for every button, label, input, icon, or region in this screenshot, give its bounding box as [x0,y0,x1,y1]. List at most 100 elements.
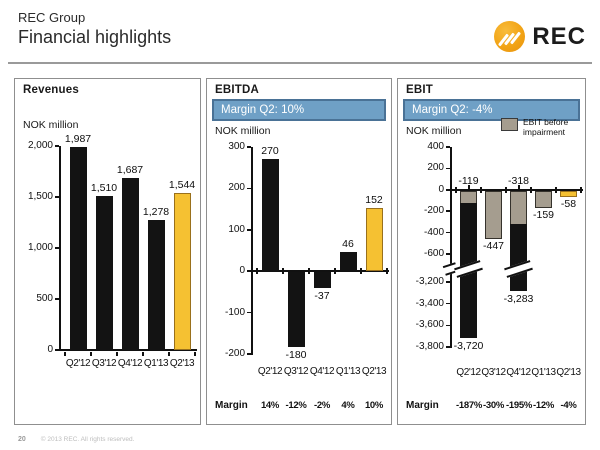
x-axis-label: Q2'12 [257,366,283,377]
bar-value-label: 46 [342,238,354,251]
margin-row: Margin -187% -30% -195% -12% -4% [406,400,581,411]
margin-value: -30% [483,400,504,411]
axis-tick-label: -3,400 [415,297,444,309]
margin-value: -195% [506,400,532,411]
axis-tick [55,298,59,300]
margin-value: -12% [285,400,307,411]
panel-ebitda: EBITDA Margin Q2: 10% NOK million 300 200… [206,78,392,425]
bar-Q2'13 [173,192,191,350]
x-axis-labels: Q2'12 Q3'12 Q4'12 Q1'13 Q2'13 [257,366,387,377]
page-number: 20 [18,436,26,443]
x-axis-tick [282,268,284,275]
axis-tick-label: 200 [228,182,245,194]
axis-tick-label: 1,500 [27,191,53,202]
x-axis-label: Q2'13 [361,366,387,377]
x-axis-label: Q2'12 [456,367,481,378]
legend-label: EBIT before impairment [523,117,569,138]
margin-value: 4% [341,400,355,411]
axis-tick [247,270,251,272]
rec-sun-icon [494,21,526,52]
axis-tick [55,145,59,147]
bar-value-label: -58 [560,198,577,210]
x-axis-tick [90,351,92,356]
panel-revenues: Revenues NOK million 2,000 1,500 1,000 500 0… [14,78,201,425]
axis-tick [446,302,450,305]
x-axis-label: Q4'12 [309,366,335,377]
slide-header: REC Group Financial highlights [18,10,171,48]
unit-label: NOK million [23,119,79,131]
bar-Q4'12 [510,223,527,291]
x-axis-tick [194,351,196,356]
axis-tick-label: 0 [47,344,53,355]
chart-title-revenues: Revenues [23,84,79,96]
axis-tick [446,281,450,283]
bar-value-label: 1,510 [90,181,118,194]
label-leader-tick [467,184,470,190]
axis-tick-label: 0 [239,265,245,277]
legend-swatch-icon [501,118,518,131]
zero-line [251,270,389,272]
bar-value-label: -318 [507,174,530,187]
bar-value-label: 1,278 [142,205,170,218]
bar-value-label: -180 [285,348,307,361]
x-axis-tick [580,186,582,193]
axis-tick-label: -3,800 [415,341,444,353]
y-axis-line [59,146,61,351]
axis-tick [247,146,251,148]
rec-logo: REC [494,21,586,52]
axis-tick-label: -100 [224,306,245,318]
x-axis-label: Q2'12 [65,358,91,369]
bar-Q4'12 [121,177,139,350]
page-title: Financial highlights [18,27,172,47]
margin-value: -4% [560,400,577,411]
x-axis-label: Q3'12 [91,358,117,369]
x-axis-tick [168,351,170,356]
margin-value: -187% [456,400,482,411]
x-axis-label: Q3'12 [283,366,309,377]
bar-before-impairment-Q3'12 [485,190,502,239]
bar-value-label: 1,544 [168,178,196,191]
margin-row-label: Margin [406,400,439,411]
axis-tick-label: 300 [228,141,245,152]
bar-Q4'12 [313,272,331,288]
x-axis-tick [360,268,362,275]
axis-tick [446,231,450,234]
axis-tick-label: 500 [36,293,53,304]
x-axis-tick [256,268,258,275]
x-axis-tick [505,186,507,193]
margin-row: Margin 14% -12% -2% 4% 10% [215,400,387,411]
unit-label: NOK million [215,125,271,137]
bar-break-mark [504,260,533,278]
bar-Q1'13 [339,252,357,272]
axis-tick-label: -600 [423,248,444,259]
axis-tick-label: -400 [423,226,444,238]
axis-tick [55,247,59,249]
bar-Q3'12 [95,195,113,350]
slide-footer: 20 © 2013 REC. All rights reserved. [18,436,134,443]
zero-line [59,349,197,351]
bar-Q2'12 [261,159,279,272]
x-axis-tick [64,351,66,356]
bar-break-mark [454,260,483,278]
bar-value-label: -37 [314,289,330,302]
x-axis-label: Q4'12 [506,367,531,378]
zero-line [450,189,583,191]
x-axis-label: Q1'13 [531,367,556,378]
bar-value-label: 1,687 [116,163,144,176]
x-axis-tick [455,186,457,193]
margin-banner-ebitda: Margin Q2: 10% [212,99,386,121]
x-axis-tick [142,351,144,356]
bar-value-label: 152 [365,194,383,207]
bar-value-label: -3,283 [503,293,534,305]
x-axis-label: Q2'13 [169,358,195,369]
axis-break-mark [442,262,459,276]
margin-value: -2% [314,400,330,411]
axis-tick [247,229,251,231]
bar-value-label: -3,720 [453,340,484,353]
y-axis-line [251,147,253,355]
bar-before-impairment-Q1'13 [535,190,552,208]
slide-pretitle: REC Group [18,10,86,25]
axis-tick [446,189,450,191]
x-axis-label: Q4'12 [117,358,143,369]
bar-value-label: -447 [482,239,505,252]
